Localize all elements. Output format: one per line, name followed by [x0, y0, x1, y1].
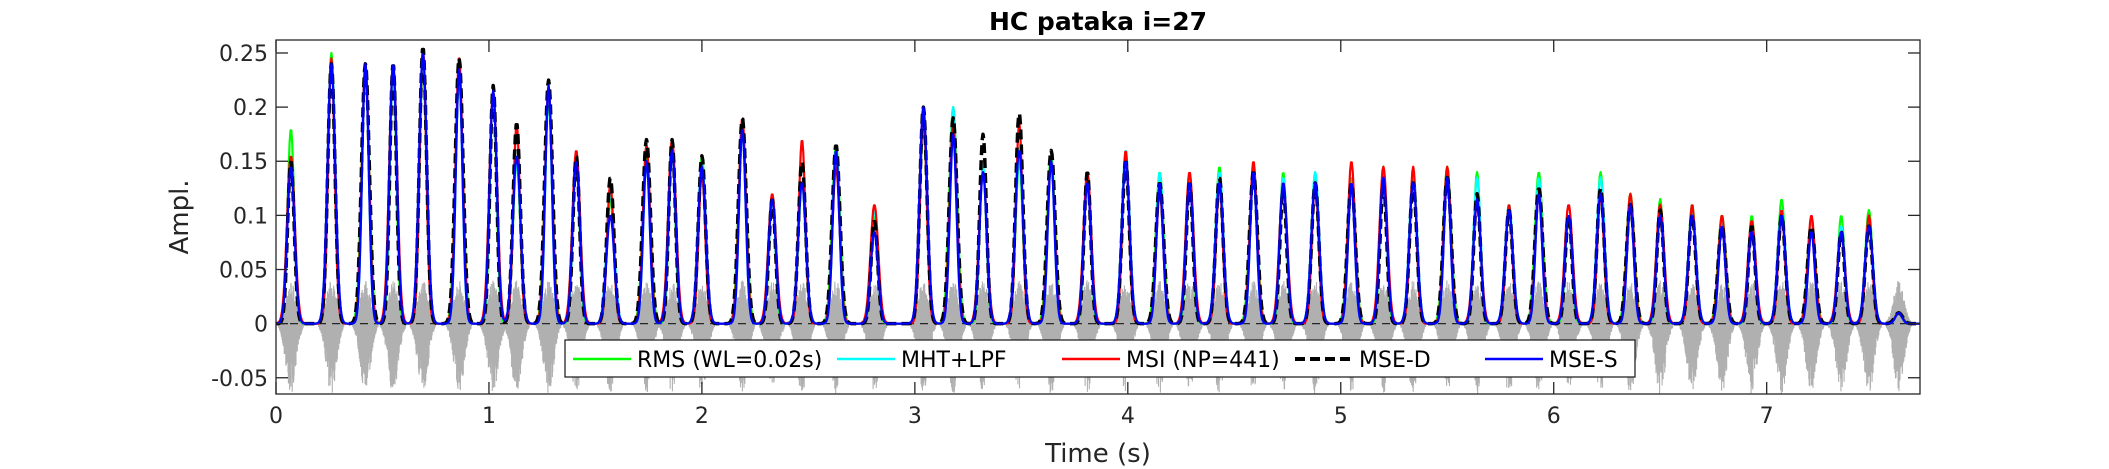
- y-tick-label: 0.05: [219, 259, 268, 284]
- x-tick-label: 4: [1121, 404, 1135, 429]
- legend-label-4: MSE-S: [1549, 348, 1618, 373]
- chart-title: HC pataka i=27: [989, 7, 1207, 36]
- x-tick-label: 2: [695, 404, 709, 429]
- y-tick-label: 0.15: [219, 150, 268, 175]
- legend-label-1: MHT+LPF: [901, 348, 1007, 373]
- x-axis-label: Time (s): [1044, 439, 1151, 469]
- y-tick-label: 0: [254, 313, 268, 338]
- series-line-4: [276, 53, 1920, 325]
- x-tick-label: 6: [1547, 404, 1561, 429]
- x-tick-label: 7: [1760, 404, 1774, 429]
- legend-label-3: MSE-D: [1359, 348, 1431, 373]
- x-tick-label: 3: [908, 404, 922, 429]
- y-tick-label: 0.2: [233, 96, 268, 121]
- series-group: [276, 47, 1920, 326]
- legend: RMS (WL=0.02s) MHT+LPF MSI (NP=441) MSE-D MS…: [564, 339, 1636, 378]
- x-tick-label: 5: [1334, 404, 1348, 429]
- legend-label-2: MSI (NP=441): [1126, 348, 1280, 373]
- x-tick-label: 1: [482, 404, 496, 429]
- legend-label-0: RMS (WL=0.02s): [637, 348, 822, 373]
- y-axis-label: Ampl.: [165, 179, 195, 254]
- x-tick-label: 0: [269, 404, 283, 429]
- y-tick-label: 0.25: [219, 42, 268, 67]
- plot-frame: [275, 39, 1921, 395]
- y-tick-label: 0.1: [233, 204, 268, 229]
- y-tick-label: -0.05: [211, 367, 268, 392]
